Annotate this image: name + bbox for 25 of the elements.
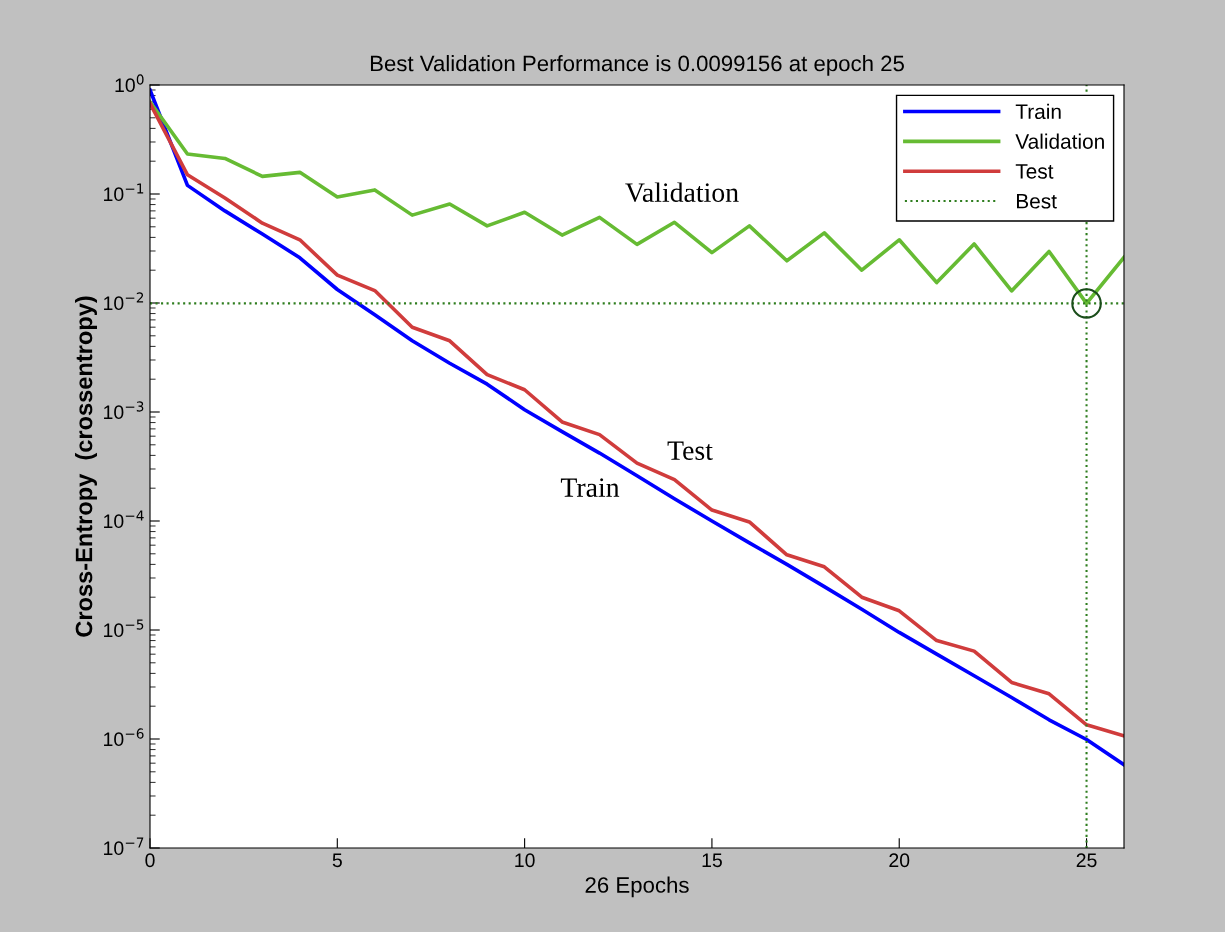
x-tick-label: 15 <box>702 853 722 868</box>
x-tick-label: 10 <box>515 853 535 868</box>
annotation: Test <box>667 441 713 460</box>
y-tick-label: 10$^{−2}$ <box>104 292 144 311</box>
annotation: Validation <box>625 182 739 203</box>
x-tick-label: 5 <box>332 853 342 868</box>
line-series <box>150 100 1124 306</box>
y-tick-label: 10$^{−1}$ <box>104 183 144 202</box>
y-tick-label: 10$^{−3}$ <box>104 401 144 420</box>
x-tick-label: 25 <box>1076 853 1097 868</box>
y-tick-label: 10$^{−7}$ <box>104 837 144 856</box>
y-tick-label: 10$^{−6}$ <box>104 728 144 747</box>
legend-label: Test <box>1015 164 1054 179</box>
x-tick-label: 0 <box>145 853 155 868</box>
legend-label: Best <box>1017 194 1057 209</box>
chart-title: Best Validation Performance is 0.0099156 at epoch 25 <box>370 55 904 76</box>
y-axis-title: Cross-Entropy (crossentropy) <box>74 296 97 637</box>
annotation: Train <box>560 478 620 497</box>
legend-label: Validation <box>1015 133 1104 149</box>
y-tick-label: 10$^{−5}$ <box>104 619 144 638</box>
x-axis-title: 26 Epochs <box>585 876 689 898</box>
x-tick-label: 20 <box>889 853 910 868</box>
y-tick-label: 10$^{−4}$ <box>104 510 144 529</box>
y-tick-label: 10$^{0}$ <box>115 74 144 93</box>
legend-label: Train <box>1015 103 1061 120</box>
